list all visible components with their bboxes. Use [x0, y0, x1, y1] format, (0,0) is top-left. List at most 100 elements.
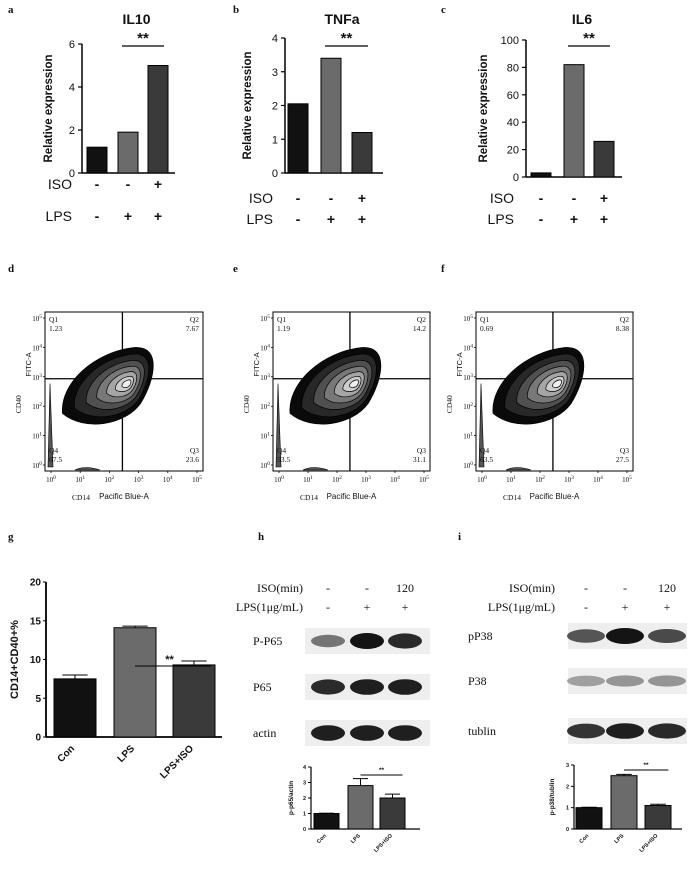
y-tick-label: 0 — [69, 168, 75, 180]
bar — [147, 65, 169, 174]
y-tick-label: 105 — [260, 314, 270, 323]
y-tick-label: 105 — [32, 314, 42, 323]
factor-sign: - — [296, 190, 301, 206]
bar — [113, 627, 157, 738]
quadrant-value: 1.23 — [49, 324, 62, 333]
panel-letter-a: a — [8, 4, 14, 16]
y-tick-label: 5 — [35, 694, 41, 705]
axis-events — [74, 467, 101, 471]
condition-value: + — [664, 600, 671, 614]
x-tick-label: 103 — [564, 475, 574, 484]
band-label: tublin — [468, 724, 496, 738]
y-tick-label: 105 — [463, 314, 473, 323]
y-tick-label: 101 — [260, 432, 270, 441]
bar-chart-b: 0 1 2 3 4 TNFa Relative expression ** ISO - - + LPS -… — [242, 11, 383, 227]
x-tick-label: 103 — [134, 475, 144, 484]
protein-band — [567, 723, 605, 739]
axis-events — [478, 383, 485, 468]
y-axis-label: Relative expression — [43, 54, 55, 162]
factor-sign: + — [358, 211, 366, 227]
band-label: pP38 — [468, 629, 493, 643]
bar — [172, 664, 216, 738]
x-axis-label: Pacific Blue-A — [99, 492, 149, 501]
chart-title: IL6 — [572, 11, 592, 27]
factor-sign: - — [126, 176, 131, 192]
protein-band — [606, 723, 644, 739]
panel-letter-e: e — [233, 263, 238, 275]
protein-band — [350, 633, 384, 649]
y-axis-label: FITC-A — [252, 352, 261, 376]
factor-sign: - — [95, 208, 100, 224]
quadrant-name: Q3 — [620, 446, 629, 455]
factor-sign: + — [154, 208, 162, 224]
significance-marker: ** — [379, 767, 385, 774]
quadrant-value: 67.5 — [49, 455, 62, 464]
density-contours — [289, 347, 382, 425]
chart-title: IL10 — [122, 11, 150, 27]
quadrant-name: Q2 — [417, 315, 426, 324]
x-axis-label-marker: CD14 — [72, 493, 90, 502]
panel-letter-i: i — [458, 531, 461, 543]
quadrant-value: 63.5 — [480, 455, 493, 464]
western-blot-i: ISO(min) - - 120 LPS(1μg/mL) - + + pP38 P38 tublin — [468, 581, 687, 744]
panel-letter-g: g — [8, 531, 14, 543]
protein-band — [311, 679, 345, 695]
protein-band — [648, 629, 686, 643]
factor-sign: - — [329, 190, 334, 206]
bar — [575, 807, 603, 830]
quadrant-value: 27.5 — [616, 455, 629, 464]
quadrant-value: 7.67 — [186, 324, 199, 333]
bar — [530, 172, 552, 178]
bar — [593, 140, 615, 178]
y-tick-label: 104 — [32, 343, 42, 352]
x-tick-label: 105 — [419, 475, 429, 484]
protein-band — [567, 629, 605, 643]
quadrant-name: Q4 — [277, 446, 286, 455]
x-tick-label: Con — [579, 833, 591, 845]
protein-band — [388, 633, 422, 649]
y-tick-label: 20 — [30, 578, 42, 589]
x-tick-label: LPS+ISO — [158, 743, 196, 781]
bar — [347, 785, 374, 830]
factor-label: ISO — [48, 176, 72, 192]
x-tick-label: 101 — [303, 475, 313, 484]
factor-sign: - — [539, 190, 544, 206]
bar — [563, 64, 585, 178]
x-axis-label-marker: CD14 — [300, 493, 318, 502]
protein-band — [648, 723, 686, 739]
significance-marker: ** — [643, 762, 649, 769]
quadrant-value: 0.69 — [480, 324, 493, 333]
y-tick-label: 2 — [566, 784, 569, 790]
y-axis-label: p-p38/tublin — [549, 779, 556, 816]
quadrant-name: Q2 — [620, 315, 629, 324]
quadrant-name: Q4 — [49, 446, 58, 455]
x-tick-label: LPS — [350, 833, 362, 845]
y-axis-label: FITC-A — [455, 352, 464, 376]
y-tick-label: 3 — [272, 67, 278, 79]
x-tick-label: 100 — [274, 475, 284, 484]
y-axis-label: Relative expression — [242, 51, 254, 159]
flow-plot-d: 100 101 102 103 104 105 100 101 102 103 104 105 Q11.… — [14, 311, 204, 502]
bar — [379, 797, 406, 830]
x-tick-label: 100 — [46, 475, 56, 484]
flow-plot-f: 100 101 102 103 104 105 100 101 102 103 104 105 Q10.… — [445, 311, 634, 502]
condition-value: - — [326, 600, 330, 614]
x-tick-label: 100 — [477, 475, 487, 484]
y-axis-label: p-p65/actin — [288, 781, 295, 815]
x-axis-label: Pacific Blue-A — [530, 492, 580, 501]
y-tick-label: 15 — [30, 616, 42, 627]
protein-band — [311, 634, 345, 648]
x-tick-label: 104 — [390, 475, 400, 484]
axis-events — [302, 467, 329, 471]
factor-sign: + — [327, 211, 335, 227]
quadrant-value: 14.2 — [413, 324, 426, 333]
x-axis-label-marker: CD14 — [503, 493, 521, 502]
quadrant-value: 23.6 — [186, 455, 199, 464]
factor-sign: - — [95, 176, 100, 192]
x-tick-label: LPS — [614, 833, 626, 845]
band-label: actin — [253, 726, 276, 740]
condition-value: + — [622, 600, 629, 614]
condition-label: LPS(1μg/mL) — [488, 600, 555, 614]
condition-value: 120 — [396, 581, 414, 595]
y-tick-label: 20 — [507, 145, 519, 157]
